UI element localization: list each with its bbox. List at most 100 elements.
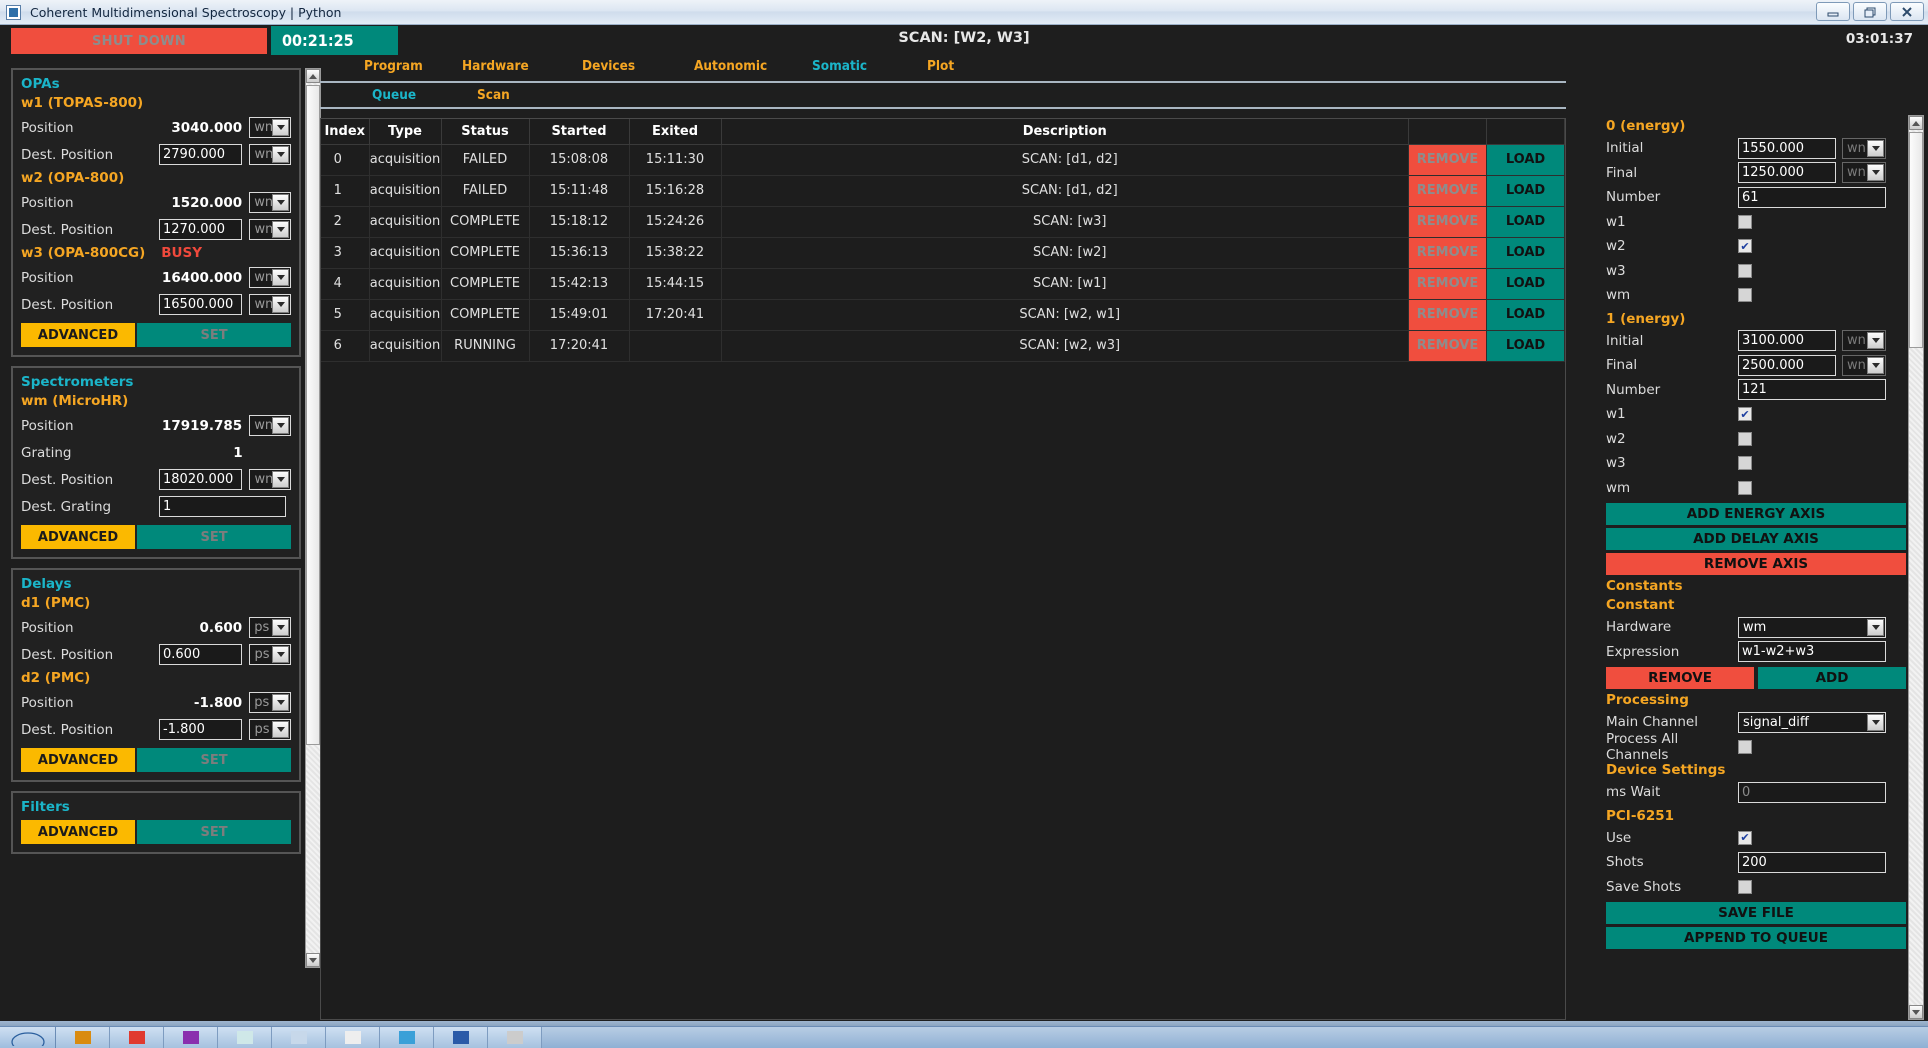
chevron-down-icon[interactable]: [272, 619, 289, 636]
input-final-0[interactable]: 1250.000: [1738, 162, 1836, 184]
unit-select[interactable]: ps: [249, 644, 291, 665]
set-button[interactable]: SET: [137, 525, 291, 549]
remove-button[interactable]: REMOVE: [1409, 268, 1486, 299]
unit-select[interactable]: wn: [249, 219, 291, 240]
chevron-down-icon[interactable]: [1867, 332, 1884, 350]
taskbar-item-9[interactable]: [488, 1026, 542, 1048]
scan-panel-scrollbar[interactable]: [1908, 115, 1924, 1020]
unit-select[interactable]: wn: [249, 267, 291, 288]
chevron-down-icon[interactable]: [272, 221, 289, 238]
checkbox-w2-axis1[interactable]: [1738, 431, 1752, 446]
unit-select[interactable]: wn: [249, 192, 291, 213]
chevron-down-icon[interactable]: [1867, 164, 1884, 182]
scroll-down-icon[interactable]: [306, 953, 320, 967]
load-button[interactable]: LOAD: [1487, 144, 1564, 175]
set-button[interactable]: SET: [137, 820, 291, 844]
chevron-down-icon[interactable]: [1867, 356, 1884, 374]
menu-item-autonomic[interactable]: Autonomic: [694, 58, 768, 74]
minimize-icon[interactable]: [1816, 2, 1850, 21]
advanced-button[interactable]: ADVANCED: [21, 525, 136, 549]
taskbar-item-6[interactable]: [326, 1026, 380, 1048]
input-dest-position[interactable]: 1270.000: [159, 219, 243, 240]
shots-input[interactable]: 200: [1738, 851, 1886, 873]
submenu-item-queue[interactable]: Queue: [372, 87, 417, 103]
taskbar-item-1[interactable]: [56, 1026, 110, 1048]
chevron-down-icon[interactable]: [272, 721, 289, 738]
input-dest-position[interactable]: 18020.000: [159, 469, 243, 490]
submenu-item-scan[interactable]: Scan: [477, 87, 510, 103]
checkbox-wm-axis0[interactable]: [1738, 288, 1752, 303]
advanced-button[interactable]: ADVANCED: [21, 820, 136, 844]
constant-remove-button[interactable]: REMOVE: [1606, 667, 1754, 689]
unit-select[interactable]: wn: [1842, 162, 1886, 184]
checkbox-save-shots[interactable]: [1738, 879, 1752, 894]
unit-select[interactable]: wn: [1842, 330, 1886, 352]
unit-select[interactable]: wn: [249, 415, 291, 436]
unit-select[interactable]: ps: [249, 617, 291, 638]
taskbar-item-4[interactable]: [218, 1026, 272, 1048]
chevron-down-icon[interactable]: [272, 146, 289, 163]
checkbox-w3-axis0[interactable]: [1738, 263, 1752, 278]
taskbar-item-5[interactable]: [272, 1026, 326, 1048]
input-dest-position[interactable]: -1.800: [159, 719, 243, 740]
horizontal-scrollbar[interactable]: [0, 1021, 1928, 1026]
chevron-down-icon[interactable]: [1867, 713, 1884, 731]
load-button[interactable]: LOAD: [1487, 175, 1564, 206]
chevron-down-icon[interactable]: [272, 119, 289, 136]
advanced-button[interactable]: ADVANCED: [21, 748, 136, 772]
taskbar-item-7[interactable]: [380, 1026, 434, 1048]
unit-select[interactable]: wn: [1842, 354, 1886, 376]
remove-axis-button[interactable]: REMOVE AXIS: [1606, 553, 1906, 575]
constant-add-button[interactable]: ADD: [1758, 667, 1906, 689]
checkbox-pci-use[interactable]: [1738, 830, 1752, 845]
advanced-button[interactable]: ADVANCED: [21, 323, 136, 347]
menu-item-program[interactable]: Program: [364, 58, 423, 74]
taskbar-item-8[interactable]: [434, 1026, 488, 1048]
scan-scroll-thumb[interactable]: [1909, 132, 1923, 348]
checkbox-w3-axis1[interactable]: [1738, 456, 1752, 471]
remove-button[interactable]: REMOVE: [1409, 175, 1486, 206]
input-dest-grating[interactable]: 1: [159, 496, 286, 517]
restore-icon[interactable]: [1853, 2, 1887, 21]
chevron-down-icon[interactable]: [272, 194, 289, 211]
input-initial-0[interactable]: 1550.000: [1738, 137, 1836, 159]
load-button[interactable]: LOAD: [1487, 268, 1564, 299]
input-initial-1[interactable]: 3100.000: [1738, 330, 1836, 352]
save-file-button[interactable]: SAVE FILE: [1606, 902, 1906, 924]
checkbox-w1-axis1[interactable]: [1738, 407, 1752, 422]
remove-button[interactable]: REMOVE: [1409, 206, 1486, 237]
ms-wait-input[interactable]: 0: [1738, 781, 1886, 803]
taskbar-item-3[interactable]: [164, 1026, 218, 1048]
input-dest-position[interactable]: 0.600: [159, 644, 243, 665]
add-delay-axis-button[interactable]: ADD DELAY AXIS: [1606, 528, 1906, 550]
input-number-1[interactable]: 121: [1738, 379, 1886, 401]
scroll-up-icon[interactable]: [306, 69, 320, 83]
set-button[interactable]: SET: [137, 748, 291, 772]
input-dest-position[interactable]: 16500.000: [159, 294, 243, 315]
load-button[interactable]: LOAD: [1487, 330, 1564, 361]
start-button[interactable]: [0, 1026, 56, 1048]
checkbox-wm-axis1[interactable]: [1738, 480, 1752, 495]
unit-select[interactable]: wn: [249, 117, 291, 138]
unit-select[interactable]: ps: [249, 692, 291, 713]
taskbar-item-2[interactable]: [110, 1026, 164, 1048]
expression-input[interactable]: w1-w2+w3: [1738, 641, 1886, 663]
append-to-queue-button[interactable]: APPEND TO QUEUE: [1606, 927, 1906, 949]
hardware-select[interactable]: wm: [1738, 616, 1886, 638]
sidebar-scroll-thumb[interactable]: [306, 85, 320, 745]
chevron-down-icon[interactable]: [272, 694, 289, 711]
menu-item-plot[interactable]: Plot: [927, 58, 955, 74]
chevron-down-icon[interactable]: [1867, 139, 1884, 157]
input-dest-position[interactable]: 2790.000: [159, 144, 243, 165]
input-final-1[interactable]: 2500.000: [1738, 354, 1836, 376]
chevron-down-icon[interactable]: [272, 269, 289, 286]
menu-item-hardware[interactable]: Hardware: [462, 58, 529, 74]
set-button[interactable]: SET: [137, 323, 291, 347]
add-energy-axis-button[interactable]: ADD ENERGY AXIS: [1606, 503, 1906, 525]
checkbox-w2-axis0[interactable]: [1738, 239, 1752, 254]
remove-button[interactable]: REMOVE: [1409, 330, 1486, 361]
checkbox-process-all-channels[interactable]: [1738, 739, 1752, 754]
scan-scroll-down-icon[interactable]: [1909, 1005, 1923, 1019]
unit-select[interactable]: wn: [249, 469, 291, 490]
menu-item-somatic[interactable]: Somatic: [812, 58, 868, 74]
